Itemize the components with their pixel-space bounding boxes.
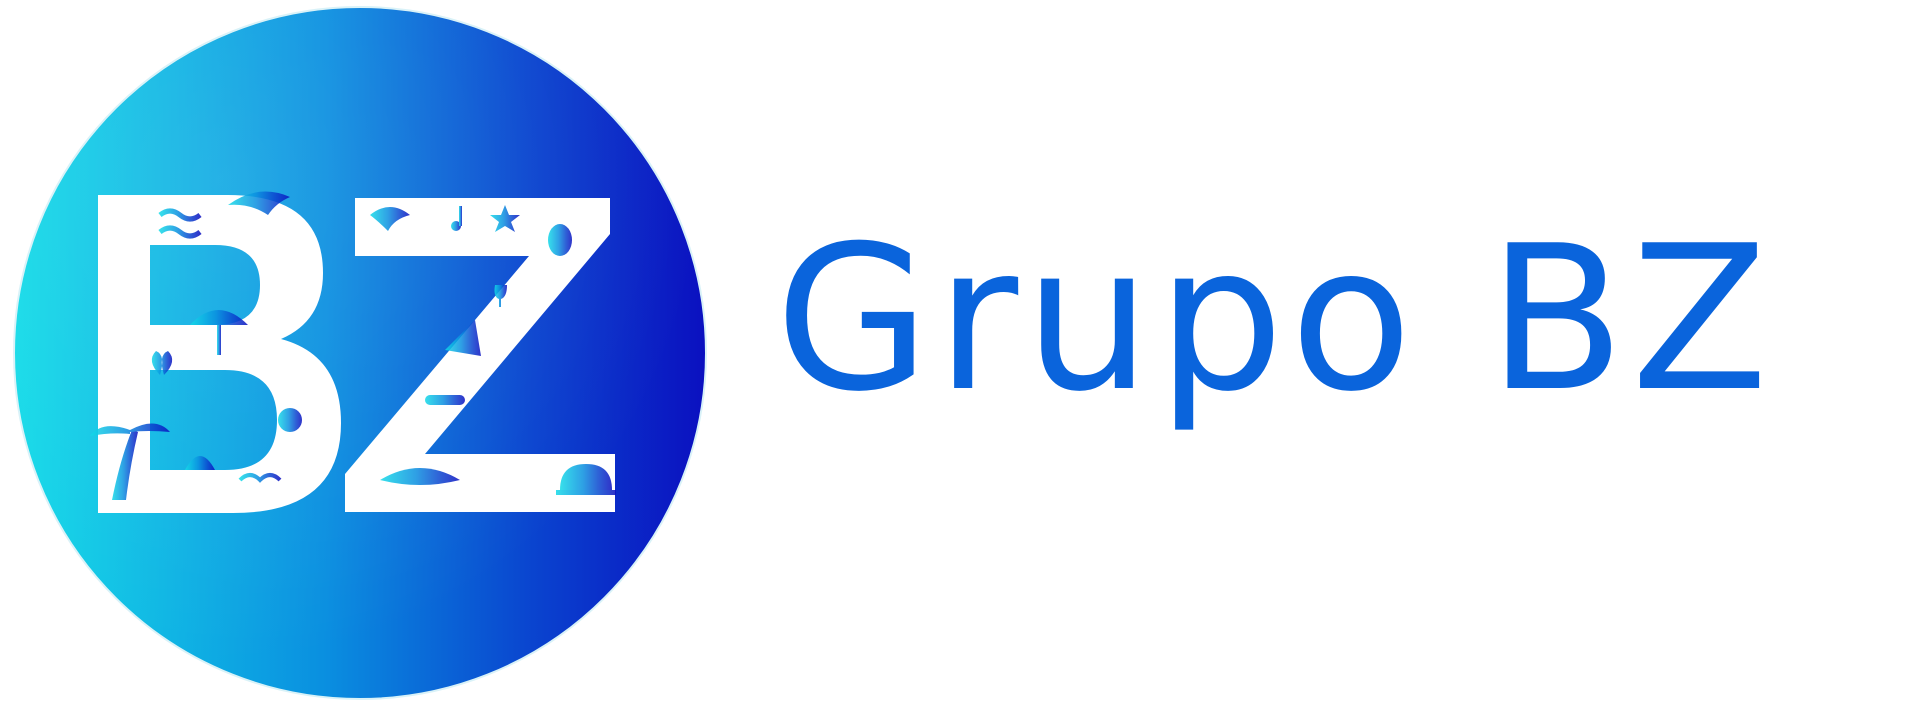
wine-glasses-icon xyxy=(494,285,507,307)
wave-icon xyxy=(158,208,202,239)
wordmark-text: Grupo BZ xyxy=(775,203,1774,436)
whale-icon xyxy=(380,468,460,485)
emblem-circle xyxy=(13,6,707,700)
star-icon xyxy=(490,205,520,232)
seagull-icon xyxy=(238,473,282,483)
monogram-letter-z xyxy=(345,198,616,512)
handshake-icon xyxy=(425,395,465,405)
hot-air-balloon-icon xyxy=(548,224,572,256)
wave-icon xyxy=(370,207,410,231)
butterfly-icon xyxy=(151,351,173,375)
palm-tree-icon xyxy=(90,423,170,500)
pizza-icon xyxy=(445,320,481,356)
service-bell-icon xyxy=(556,464,616,495)
monogram-letter-b xyxy=(90,191,341,513)
dolphin-icon xyxy=(228,191,290,215)
shell-icon xyxy=(185,456,215,470)
music-note-icon xyxy=(451,206,462,231)
wordmark: Grupo BZ xyxy=(775,203,1774,436)
sun-icon xyxy=(278,408,302,432)
umbrella-icon xyxy=(190,310,248,355)
